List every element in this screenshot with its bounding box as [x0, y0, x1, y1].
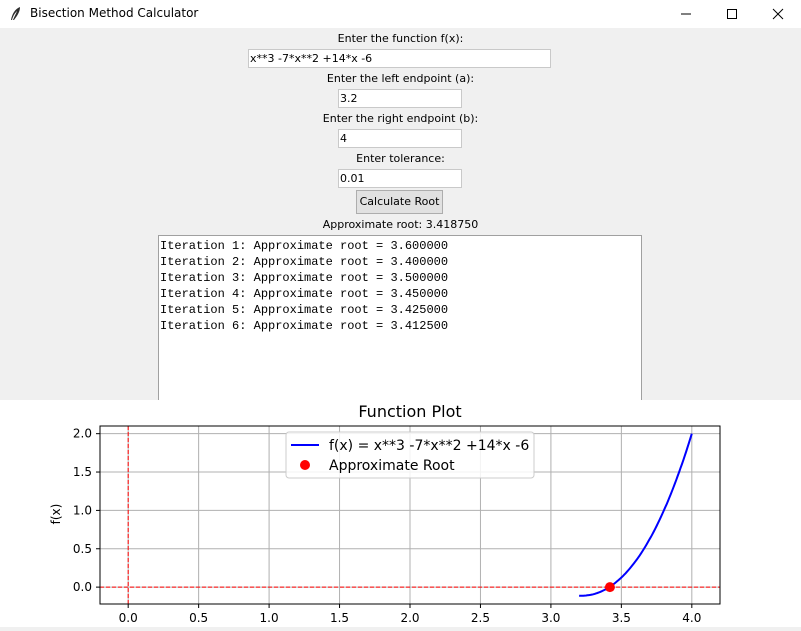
- legend-label: Approximate Root: [329, 458, 455, 474]
- output-line: Iteration 6: Approximate root = 3.412500: [160, 319, 449, 333]
- iteration-output-textarea[interactable]: Iteration 1: Approximate root = 3.600000…: [158, 235, 642, 400]
- output-line: Iteration 5: Approximate root = 3.425000: [160, 303, 449, 317]
- title-bar: Bisection Method Calculator: [0, 0, 801, 28]
- y-tick-label: 1.5: [73, 465, 92, 479]
- close-icon: [772, 8, 784, 20]
- x-tick-label: 0.5: [189, 611, 208, 625]
- reference-lines: [100, 426, 720, 604]
- function-plot: Function Plot f(x) 0.0 0.5 1.0 1.5 2.0 2.5 3.0…: [0, 400, 801, 627]
- output-line: Iteration 2: Approximate root = 3.400000: [160, 255, 449, 269]
- y-tick-label: 2.0: [73, 427, 92, 441]
- x-tick-label: 4.0: [682, 611, 701, 625]
- function-input[interactable]: x**3 -7*x**2 +14*x -6: [248, 49, 551, 68]
- close-button[interactable]: [755, 0, 801, 28]
- x-tick-label: 2.0: [400, 611, 419, 625]
- minimize-button[interactable]: [663, 0, 709, 28]
- window-title: Bisection Method Calculator: [30, 6, 199, 20]
- plot-canvas: Function Plot f(x) 0.0 0.5 1.0 1.5 2.0 2.5 3.0…: [49, 402, 721, 625]
- left-endpoint-input[interactable]: 3.2: [338, 89, 462, 108]
- output-line: Iteration 1: Approximate root = 3.600000: [160, 239, 449, 253]
- series: [579, 433, 693, 597]
- maximize-button[interactable]: [709, 0, 755, 28]
- y-tick-label: 1.0: [73, 503, 92, 517]
- right-endpoint-label: Enter the right endpoint (b):: [322, 112, 479, 125]
- x-tick-label: 2.5: [471, 611, 490, 625]
- feather-icon: [11, 7, 20, 20]
- approximate-root-point: [604, 582, 615, 593]
- x-tick-label: 1.5: [330, 611, 349, 625]
- ticks: 0.0 0.5 1.0 1.5 2.0 2.5 3.0 3.5 4.0 0.0 0.5 1.0 1.5 2…: [73, 427, 701, 625]
- y-tick-label: 0.5: [73, 542, 92, 556]
- calculate-root-button[interactable]: Calculate Root: [356, 190, 443, 214]
- x-tick-label: 3.0: [541, 611, 560, 625]
- x-tick-label: 0.0: [119, 611, 138, 625]
- output-line: Iteration 3: Approximate root = 3.500000: [160, 271, 449, 285]
- minimize-icon: [681, 13, 691, 15]
- legend-box: [285, 431, 535, 479]
- legend: f(x) = x**3 -7*x**2 +14*x -6 Approximate …: [285, 431, 535, 479]
- y-axis-label: f(x): [49, 504, 63, 525]
- maximize-icon: [727, 9, 737, 19]
- result-label: Approximate root: 3.418750: [322, 218, 479, 231]
- legend-label: f(x) = x**3 -7*x**2 +14*x -6: [329, 438, 529, 454]
- tolerance-label: Enter tolerance:: [356, 152, 445, 165]
- left-endpoint-label: Enter the left endpoint (a):: [326, 72, 475, 85]
- x-tick-label: 3.5: [612, 611, 631, 625]
- function-label: Enter the function f(x):: [337, 32, 464, 45]
- legend-point-swatch: [300, 460, 310, 470]
- output-line: Iteration 4: Approximate root = 3.450000: [160, 287, 449, 301]
- tolerance-input[interactable]: 0.01: [338, 169, 462, 188]
- right-endpoint-input[interactable]: 4: [338, 129, 462, 148]
- x-tick-label: 1.0: [260, 611, 279, 625]
- function-curve: [579, 433, 693, 597]
- plot-title: Function Plot: [358, 402, 461, 421]
- y-tick-label: 0.0: [73, 580, 92, 594]
